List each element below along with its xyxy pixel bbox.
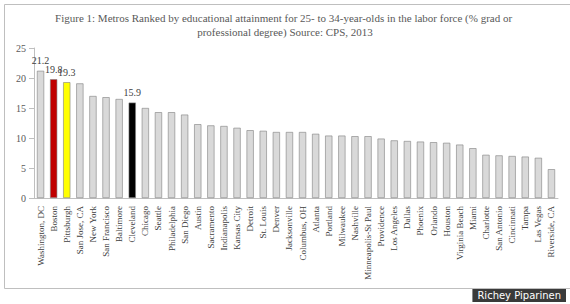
svg-text:New York: New York — [88, 206, 98, 243]
svg-text:Denver: Denver — [271, 206, 281, 233]
svg-text:Tampa: Tampa — [520, 206, 530, 230]
svg-text:10: 10 — [16, 133, 26, 144]
svg-text:Charlotte: Charlotte — [481, 206, 491, 240]
svg-text:San Jose, CA: San Jose, CA — [75, 206, 85, 255]
svg-text:Sacramento: Sacramento — [206, 206, 216, 249]
svg-text:Pittsburgh: Pittsburgh — [62, 206, 72, 243]
svg-text:Richey Piparinen: Richey Piparinen — [477, 290, 561, 301]
svg-text:15.9: 15.9 — [124, 87, 142, 98]
svg-text:Indianapolis: Indianapolis — [219, 206, 229, 251]
svg-text:Milwaukee: Milwaukee — [337, 206, 347, 247]
svg-text:25: 25 — [16, 43, 26, 54]
svg-text:Las Vegas: Las Vegas — [533, 206, 543, 243]
svg-text:Houston: Houston — [442, 206, 452, 237]
svg-text:15: 15 — [16, 103, 26, 114]
svg-text:Cleveland: Cleveland — [127, 206, 137, 243]
svg-text:Cincinnati: Cincinnati — [507, 206, 517, 244]
svg-text:St. Louis: St. Louis — [258, 206, 268, 239]
svg-text:5: 5 — [21, 163, 26, 174]
svg-text:Seattle: Seattle — [153, 206, 163, 231]
svg-text:San Francisco: San Francisco — [101, 206, 111, 257]
svg-text:Phoenix: Phoenix — [415, 206, 425, 236]
svg-text:0: 0 — [21, 193, 26, 204]
svg-text:Nashville: Nashville — [350, 206, 360, 241]
svg-text:19.8: 19.8 — [44, 63, 63, 75]
svg-text:Orlando: Orlando — [429, 206, 439, 236]
svg-text:19.3: 19.3 — [58, 67, 76, 78]
svg-text:Detroit: Detroit — [245, 206, 255, 232]
svg-text:Riverside, CA: Riverside, CA — [546, 206, 556, 258]
svg-text:20: 20 — [16, 73, 26, 84]
svg-text:San Diego: San Diego — [180, 206, 190, 244]
svg-text:Washington, DC: Washington, DC — [36, 206, 46, 266]
svg-text:Los Angeles: Los Angeles — [389, 206, 399, 251]
svg-text:Baltimore: Baltimore — [114, 206, 124, 242]
svg-text:21.2: 21.2 — [31, 55, 50, 67]
svg-text:professional degree) Source: C: professional degree) Source: CPS, 2013 — [197, 26, 373, 39]
svg-text:Providence: Providence — [376, 206, 386, 247]
svg-text:Austin: Austin — [193, 206, 203, 231]
svg-text:Atlanta: Atlanta — [311, 206, 321, 233]
svg-text:Portland: Portland — [324, 206, 334, 237]
svg-text:San Antonio: San Antonio — [494, 206, 504, 251]
svg-text:Chicago: Chicago — [140, 206, 150, 236]
svg-text:Figure 1: Metros Ranked by edu: Figure 1: Metros Ranked by educational a… — [55, 12, 515, 25]
svg-text:Philadelphia: Philadelphia — [167, 206, 177, 251]
svg-text:Kansas City: Kansas City — [232, 206, 242, 250]
svg-text:Dallas: Dallas — [402, 206, 412, 229]
svg-text:Boston: Boston — [49, 206, 59, 232]
svg-text:Virginia Beach: Virginia Beach — [455, 206, 465, 261]
svg-text:Minneapolis-St Paul: Minneapolis-St Paul — [363, 206, 373, 280]
svg-text:Miami: Miami — [468, 206, 478, 230]
svg-text:Columbus, OH: Columbus, OH — [298, 206, 308, 261]
svg-text:Jacksonville: Jacksonville — [284, 206, 294, 251]
